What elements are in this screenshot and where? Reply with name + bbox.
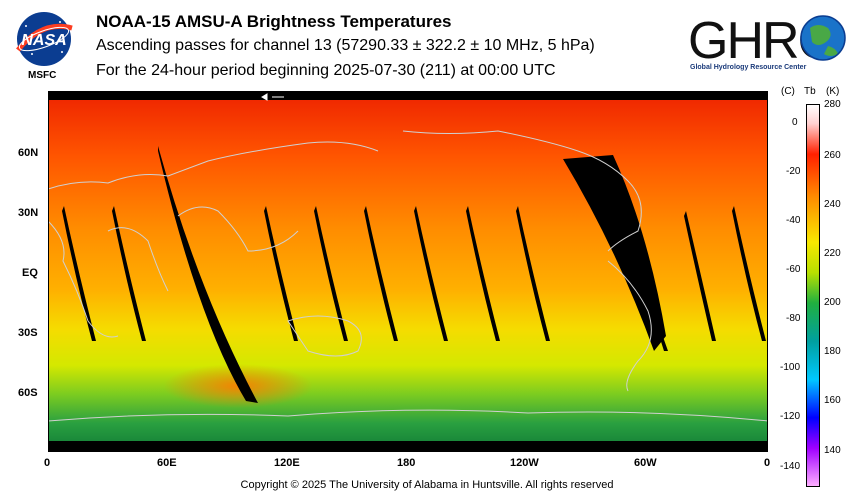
temperature-field [48, 91, 768, 452]
ghrc-subtitle: Global Hydrology Resource Center [690, 64, 807, 71]
page-subtitle-channel: Ascending passes for channel 13 (57290.3… [96, 37, 595, 54]
lon-label-0-end: 0 [764, 457, 771, 469]
page-subtitle-period: For the 24-hour period beginning 2025-07… [96, 62, 556, 79]
nasa-logo-text: NASA [21, 32, 66, 49]
colorbar-k-label-4: 200 [824, 297, 841, 308]
lon-label-0: 0 [44, 457, 51, 469]
lon-label-60w: 60W [634, 457, 657, 469]
colorbar-c-label-5: -100 [780, 362, 801, 373]
missing-data-top [48, 91, 768, 100]
msfc-label: MSFC [28, 70, 57, 81]
arrow-marker [261, 93, 284, 101]
lat-label-eq: EQ [22, 267, 38, 279]
colorbar [806, 104, 820, 487]
lat-label-30n: 30N [18, 207, 39, 219]
colorbar-header-kelvin: (K) [826, 86, 840, 97]
page-title: NOAA-15 AMSU-A Brightness Temperatures [96, 12, 452, 31]
colorbar-c-label-2: -40 [786, 215, 801, 226]
colorbar-k-label-2: 240 [824, 199, 841, 210]
colorbar-k-label-0: 280 [824, 99, 841, 110]
copyright-notice: Copyright © 2025 The University of Alaba… [240, 479, 614, 491]
colorbar-k-label-6: 160 [824, 395, 841, 406]
colorbar-c-label-1: -20 [786, 166, 801, 177]
lat-label-30s: 30S [18, 327, 38, 339]
map-frame [48, 91, 768, 452]
colorbar-header-tb: Tb [804, 86, 816, 97]
colorbar-header-celsius: (C) [781, 86, 795, 97]
lon-label-60e: 60E [157, 457, 177, 469]
colorbar-k-label-5: 180 [824, 346, 841, 357]
lon-label-120e: 120E [274, 457, 300, 469]
colorbar-k-label-1: 260 [824, 150, 841, 161]
ghrc-logo: GHRC [688, 12, 846, 66]
lat-label-60n: 60N [18, 147, 39, 159]
lat-label-60s: 60S [18, 387, 38, 399]
colorbar-c-label-6: -120 [780, 411, 801, 422]
lon-label-120w: 120W [510, 457, 539, 469]
nasa-logo: NASA [16, 12, 73, 66]
colorbar-k-label-7: 140 [824, 445, 841, 456]
colorbar-k-label-3: 220 [824, 248, 841, 259]
colorbar-c-label-4: -80 [786, 313, 801, 324]
orbit-gaps [62, 146, 766, 403]
missing-data-bottom [48, 441, 768, 452]
brightness-temperature-map [48, 91, 768, 452]
lon-label-180: 180 [397, 457, 416, 469]
coastlines [48, 130, 768, 422]
colorbar-c-label-0: 0 [792, 117, 798, 128]
colorbar-c-label-3: -60 [786, 264, 801, 275]
colorbar-c-label-7: -140 [780, 461, 801, 472]
